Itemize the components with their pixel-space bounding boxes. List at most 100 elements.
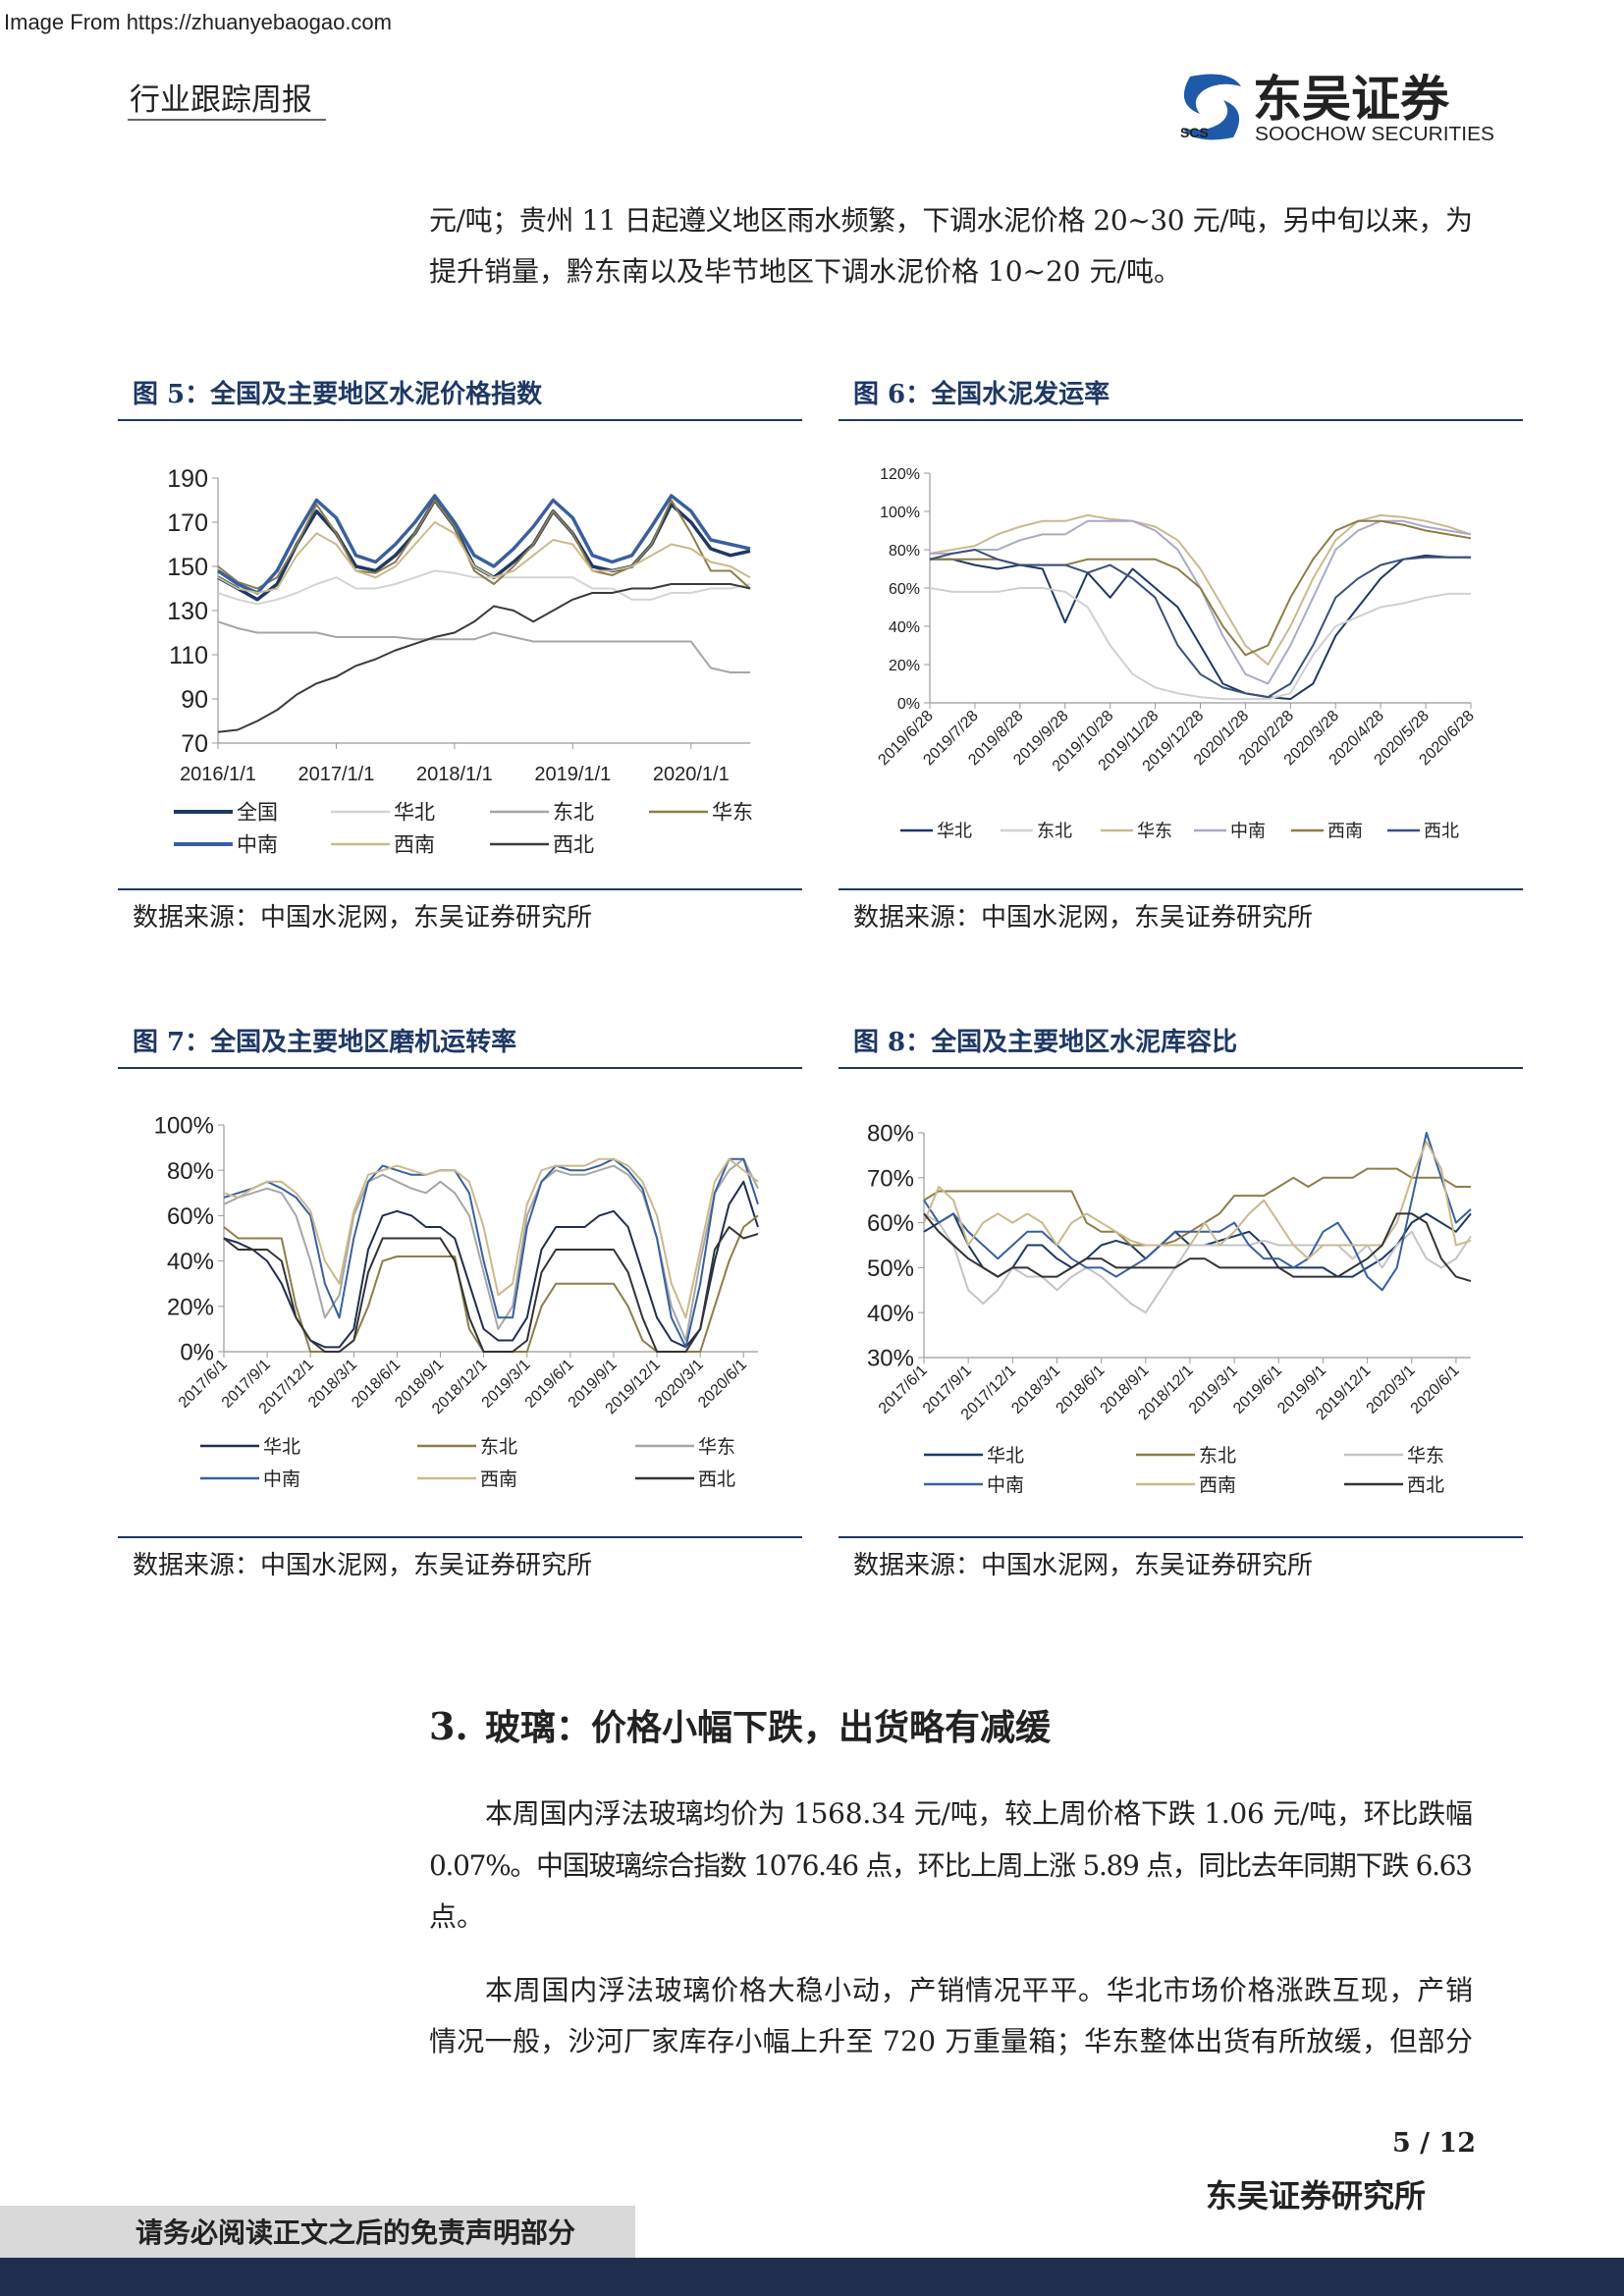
series-line — [930, 519, 1472, 685]
series-line — [930, 519, 1472, 657]
footer-bar — [0, 2258, 1624, 2296]
series-line — [217, 620, 750, 673]
legend-label: 华北 — [263, 1436, 300, 1458]
legend-label: 华东 — [1407, 1445, 1444, 1467]
y-tick-label: 110 — [169, 642, 208, 669]
legend-label: 西北 — [1424, 821, 1459, 841]
series-line — [923, 1132, 1472, 1292]
y-tick-label: 120% — [880, 466, 920, 483]
series-line — [223, 1226, 759, 1353]
figure-title: 图 6：全国水泥发运率 — [853, 379, 1110, 409]
paragraph-line: 本周国内浮法玻璃均价为 1568.34 元/吨，较上周价格下跌 1.06 元/吨… — [485, 1797, 1473, 1830]
legend-label: 华东 — [698, 1436, 735, 1458]
legend-label: 华东 — [712, 801, 753, 825]
series-line — [223, 1157, 759, 1349]
legend-label: 华北 — [937, 821, 972, 841]
series-line — [223, 1157, 759, 1319]
legend-label: 华北 — [394, 801, 435, 825]
y-tick-label: 150 — [167, 554, 208, 581]
header-title: 行业跟踪周报 — [130, 82, 312, 118]
legend-label: 华东 — [1137, 821, 1172, 841]
intro-line: 元/吨；贵州 11 日起遵义地区雨水频繁，下调水泥价格 20~30 元/吨，另中… — [429, 204, 1473, 237]
legend-label: 西北 — [1407, 1474, 1444, 1496]
y-tick-label: 100% — [880, 505, 920, 521]
y-tick-label: 20% — [167, 1294, 214, 1320]
logo-en: SOOCHOW SECURITIES — [1255, 124, 1494, 145]
series-line — [923, 1212, 1472, 1283]
y-tick-label: 190 — [167, 465, 208, 493]
section-number: 3. — [429, 1704, 468, 1748]
x-tick-label: 2020/6/1 — [695, 1357, 750, 1412]
y-tick-label: 90 — [181, 686, 208, 714]
y-tick-label: 0% — [897, 696, 920, 713]
legend-label: 全国 — [237, 801, 278, 825]
y-tick-label: 50% — [867, 1255, 914, 1282]
legend-label: 西南 — [480, 1468, 517, 1490]
y-tick-label: 80% — [167, 1158, 214, 1185]
y-tick-label: 60% — [867, 1210, 914, 1237]
y-tick-label: 70 — [181, 730, 208, 758]
legend-label: 东北 — [1199, 1445, 1236, 1467]
x-tick-label: 2020/6/1 — [1408, 1362, 1463, 1417]
figure-source: 数据来源：中国水泥网，东吴证券研究所 — [133, 903, 592, 933]
y-tick-label: 0% — [180, 1340, 214, 1366]
figure-source: 数据来源：中国水泥网，东吴证券研究所 — [853, 903, 1313, 933]
series-line — [223, 1157, 759, 1342]
paragraph-line: 本周国内浮法玻璃价格大稳小动，产销情况平平。华北市场价格涨跌互现，产销 — [485, 1974, 1473, 2006]
y-tick-label: 130 — [167, 598, 208, 625]
footer-org: 东吴证券研究所 — [1206, 2177, 1426, 2215]
x-tick-label: 2018/1/1 — [416, 764, 493, 785]
series-line — [217, 583, 751, 733]
legend-label: 西南 — [1199, 1474, 1236, 1496]
y-tick-label: 60% — [889, 581, 920, 598]
disclaimer-box — [0, 2206, 635, 2258]
legend-label: 中南 — [237, 833, 278, 857]
page-number: 5 / 12 — [1392, 2128, 1476, 2159]
legend-label: 中南 — [987, 1474, 1024, 1496]
series-line — [217, 494, 751, 595]
y-tick-label: 80% — [867, 1121, 914, 1148]
y-tick-label: 30% — [867, 1346, 914, 1372]
legend-label: 东北 — [480, 1436, 517, 1458]
figure-source: 数据来源：中国水泥网，东吴证券研究所 — [133, 1551, 592, 1580]
y-tick-label: 60% — [167, 1203, 214, 1230]
series-line — [929, 549, 1471, 699]
figure-title: 图 8：全国及主要地区水泥库容比 — [853, 1027, 1237, 1057]
intro-line: 提升销量，黔东南以及毕节地区下调水泥价格 10~20 元/吨。 — [429, 255, 1181, 288]
y-tick-label: 40% — [889, 619, 920, 636]
x-tick-label: 2017/1/1 — [298, 764, 375, 785]
series-line — [930, 554, 1471, 701]
y-tick-label: 170 — [167, 509, 208, 537]
x-tick-label: 2019/1/1 — [534, 764, 611, 785]
y-tick-label: 40% — [867, 1301, 914, 1327]
legend-label: 中南 — [1230, 821, 1266, 841]
series-line — [217, 521, 751, 594]
figure-title: 图 7：全国及主要地区磨机运转率 — [133, 1027, 516, 1057]
y-tick-label: 70% — [867, 1165, 914, 1192]
section-heading: 玻璃：价格小幅下跌，出货略有减缓 — [485, 1707, 1052, 1748]
legend-label: 东北 — [553, 801, 594, 825]
figure-source: 数据来源：中国水泥网，东吴证券研究所 — [853, 1551, 1313, 1580]
logo-swirl — [1182, 100, 1240, 140]
series-line — [923, 1141, 1472, 1260]
disclaimer: 请务必阅读正文之后的免责声明部分 — [135, 2216, 575, 2249]
x-tick-label: 2020/1/1 — [653, 764, 730, 785]
legend-label: 西南 — [394, 833, 435, 857]
paragraph-line: 点。 — [429, 1900, 484, 1933]
y-tick-label: 40% — [167, 1249, 214, 1275]
y-tick-label: 20% — [889, 658, 920, 674]
source-note: Image From https://zhuanyebaogao.com — [4, 10, 392, 34]
figure-title: 图 5：全国及主要地区水泥价格指数 — [133, 379, 543, 409]
series-line — [929, 587, 1471, 701]
y-tick-label: 100% — [154, 1113, 214, 1140]
x-tick-label: 2016/1/1 — [180, 764, 256, 785]
series-line — [217, 499, 751, 590]
logo: SCS 东吴证券 SOOCHOW SECURITIES — [1180, 72, 1494, 145]
series-line — [217, 569, 751, 606]
y-tick-label: 80% — [889, 543, 920, 560]
